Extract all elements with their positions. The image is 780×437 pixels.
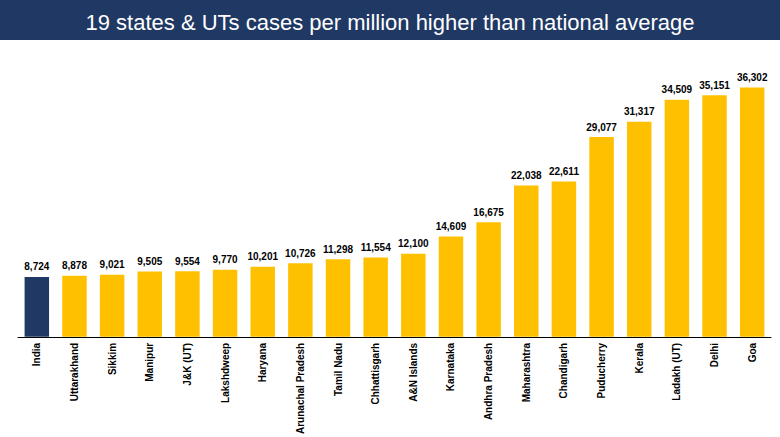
- svg-text:9,021: 9,021: [100, 259, 125, 270]
- svg-text:Karnataka: Karnataka: [445, 342, 456, 391]
- svg-text:Arunachal Pradesh: Arunachal Pradesh: [295, 343, 306, 434]
- svg-text:16,675: 16,675: [473, 207, 504, 218]
- svg-text:12,100: 12,100: [398, 238, 429, 249]
- svg-text:India: India: [31, 342, 42, 366]
- svg-text:10,726: 10,726: [285, 248, 316, 259]
- svg-text:9,770: 9,770: [213, 254, 238, 265]
- svg-text:Lakshdweep: Lakshdweep: [220, 343, 231, 403]
- svg-text:Goa: Goa: [747, 342, 758, 362]
- svg-text:8,724: 8,724: [24, 261, 49, 272]
- svg-text:Ladakh (UT): Ladakh (UT): [671, 343, 682, 401]
- svg-text:Puducherry: Puducherry: [596, 342, 607, 398]
- svg-text:22,611: 22,611: [549, 166, 579, 177]
- svg-text:9,554: 9,554: [175, 256, 200, 267]
- svg-text:14,609: 14,609: [436, 221, 467, 232]
- svg-text:Tamil Nadu: Tamil Nadu: [333, 343, 344, 396]
- svg-text:Haryana: Haryana: [257, 342, 268, 382]
- svg-text:29,077: 29,077: [586, 122, 617, 133]
- svg-text:19 states & UTs cases per mill: 19 states & UTs cases per million higher…: [85, 10, 694, 35]
- svg-text:Maharashtra: Maharashtra: [521, 342, 532, 402]
- svg-text:11,554: 11,554: [361, 242, 391, 253]
- svg-text:Delhi: Delhi: [709, 343, 720, 368]
- svg-text:9,505: 9,505: [137, 256, 162, 267]
- svg-text:31,317: 31,317: [624, 106, 655, 117]
- svg-text:Manipur: Manipur: [144, 343, 155, 382]
- svg-text:Chhattisgarh: Chhattisgarh: [370, 343, 381, 405]
- svg-text:35,151: 35,151: [699, 80, 730, 91]
- svg-text:Andhra Pradesh: Andhra Pradesh: [483, 343, 494, 420]
- svg-text:22,038: 22,038: [511, 170, 542, 181]
- svg-text:36,302: 36,302: [737, 72, 768, 83]
- svg-text:11,298: 11,298: [323, 244, 353, 255]
- svg-text:34,509: 34,509: [662, 84, 693, 95]
- svg-text:Sikkim: Sikkim: [107, 343, 118, 375]
- svg-text:Kerala: Kerala: [634, 342, 645, 373]
- svg-text:A&N Islands: A&N Islands: [408, 342, 419, 401]
- svg-text:Uttarakhand: Uttarakhand: [69, 343, 80, 401]
- svg-text:J&K (UT): J&K (UT): [182, 343, 193, 386]
- svg-text:8,878: 8,878: [62, 260, 87, 271]
- svg-text:Chandigarh: Chandigarh: [558, 343, 569, 399]
- svg-text:10,201: 10,201: [247, 251, 278, 262]
